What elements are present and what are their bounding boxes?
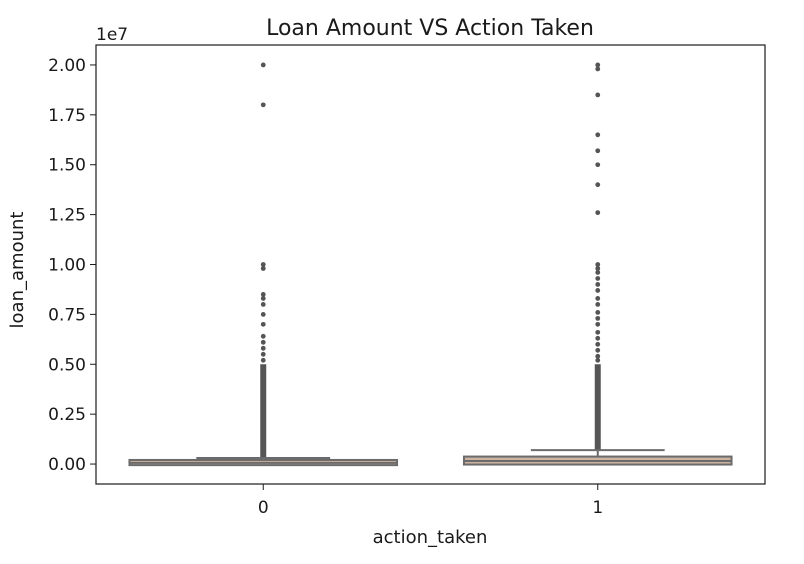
outlier-point [595, 282, 601, 287]
outlier-point [595, 335, 601, 341]
x-tick-label: 0 [258, 498, 269, 518]
outlier-point [595, 302, 601, 307]
outlier-point [595, 296, 601, 301]
outlier-point [595, 148, 601, 154]
outlier-point [260, 296, 266, 301]
outlier-point [595, 262, 601, 267]
outlier-point [260, 345, 266, 351]
outlier-point [260, 266, 266, 271]
plot-area [128, 62, 733, 467]
x-tick-label: 1 [592, 498, 603, 518]
outlier-point [260, 339, 266, 345]
outlier-point [595, 266, 601, 271]
outlier-point [260, 302, 266, 307]
outlier-point [260, 102, 266, 108]
y-offset-label: 1e7 [96, 25, 128, 45]
y-tick-label: 1.75 [48, 106, 86, 126]
outlier-point [260, 262, 266, 267]
outlier-point [595, 309, 601, 315]
outlier-point [260, 357, 266, 363]
outlier-point [595, 357, 601, 363]
outlier-point [260, 311, 266, 317]
outlier-point [595, 62, 601, 68]
outlier-point [595, 288, 601, 293]
y-tick-label: 1.00 [48, 256, 86, 276]
chart-title: Loan Amount VS Action Taken [266, 16, 594, 41]
outlier-point [595, 347, 601, 353]
box-0 [128, 62, 399, 467]
outlier-point [595, 329, 601, 335]
outlier-point [595, 270, 601, 275]
y-axis-label: loan_amount [7, 212, 28, 329]
outlier-point [260, 351, 266, 357]
outlier-point [595, 210, 601, 216]
outlier-point [260, 62, 266, 68]
outlier-point [595, 92, 601, 98]
y-tick-label: 0.25 [48, 405, 86, 425]
y-axis: 0.00 0.25 0.50 0.75 1.00 1.25 1.50 1.75 2.00 [48, 56, 96, 475]
outlier-point [595, 132, 601, 138]
y-tick-label: 0.75 [48, 305, 86, 325]
outlier-point [595, 182, 601, 188]
y-tick-label: 1.25 [48, 206, 86, 226]
outlier-point [595, 341, 601, 347]
outlier-point [595, 353, 601, 359]
outlier-point [595, 321, 601, 327]
box-1 [462, 62, 733, 466]
y-tick-label: 0.00 [48, 455, 86, 475]
outlier-point [595, 66, 601, 72]
outlier-point [260, 333, 266, 339]
y-tick-label: 2.00 [48, 56, 86, 76]
outlier-point [260, 292, 266, 297]
outlier-point [260, 321, 266, 327]
outlier-point [595, 276, 601, 281]
axes-frame [95, 44, 766, 485]
outlier-point [595, 162, 601, 168]
y-tick-label: 1.50 [48, 156, 86, 176]
x-axis-label: action_taken [373, 527, 488, 548]
y-tick-label: 0.50 [48, 355, 86, 375]
outlier-point [595, 315, 601, 321]
